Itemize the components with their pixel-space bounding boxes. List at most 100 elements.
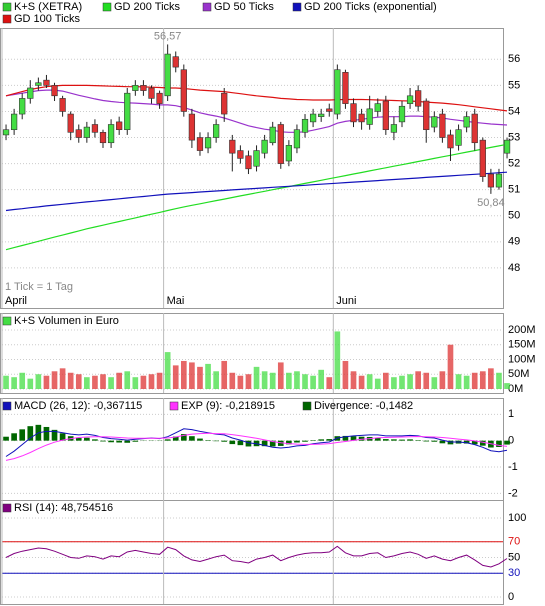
volume-bar	[342, 360, 349, 389]
y-tick-label: 51	[508, 184, 520, 196]
candle-body	[342, 72, 349, 104]
candle-body	[479, 139, 486, 177]
y-tick-label: 56	[508, 53, 520, 65]
volume-bar	[294, 371, 300, 389]
divergence-bar	[439, 440, 446, 444]
volume-bar	[100, 374, 106, 389]
candle-body	[156, 92, 163, 104]
volume-bar	[407, 374, 413, 389]
annotation: 50,84	[477, 197, 505, 209]
legend-swatch	[2, 401, 12, 411]
divergence-bar	[383, 439, 389, 441]
volume-bar	[366, 374, 373, 389]
divergence-bar	[471, 440, 478, 445]
volume-bar	[302, 374, 308, 389]
divergence-bar	[423, 440, 430, 442]
legend-label: GD 200 Ticks (exponential)	[304, 1, 437, 13]
y-tick-label: 50	[508, 210, 520, 222]
volume-bar	[423, 372, 430, 389]
volume-bar	[27, 378, 34, 389]
legend-swatch	[2, 14, 12, 24]
legend-label: EXP (9): -0,218915	[181, 400, 275, 412]
volume-bar	[431, 377, 438, 389]
candle-body	[503, 139, 511, 154]
panel-frame	[0, 500, 504, 605]
volume-bar	[245, 374, 252, 389]
volume-bar	[132, 377, 139, 389]
y-tick-label: 54	[508, 105, 520, 117]
volume-bar	[108, 377, 114, 389]
candle-body	[463, 116, 470, 128]
volume-bar	[92, 375, 98, 389]
y-tick-label: 0	[508, 591, 514, 603]
candle-body	[447, 134, 454, 149]
divergence-bar	[11, 433, 17, 441]
divergence-bar	[189, 436, 195, 441]
divergence-bar	[43, 426, 50, 441]
y-tick-label: 100M	[508, 353, 536, 365]
divergence-bar	[19, 429, 26, 441]
candle-body	[455, 129, 462, 146]
divergence-bar	[504, 440, 510, 445]
panel-frame	[0, 28, 504, 309]
volume-bar	[504, 383, 510, 389]
candle-body	[423, 100, 430, 131]
line	[5, 143, 508, 251]
candle-body	[91, 124, 99, 133]
annotation: 56,57	[154, 30, 182, 42]
y-tick-label: 50M	[508, 368, 529, 380]
volume-bar	[43, 375, 50, 389]
candle-body	[237, 150, 244, 159]
divergence-bar	[374, 437, 381, 441]
divergence-bar	[415, 440, 421, 441]
candle-body	[471, 113, 478, 144]
y-tick-label: 150M	[508, 339, 536, 351]
note: 1 Tick = 1 Tag	[5, 281, 73, 293]
volume-bar	[286, 372, 292, 389]
divergence-bar	[92, 439, 98, 441]
candle-body	[213, 124, 220, 138]
x-tick-label: Mai	[167, 295, 185, 307]
volume-bar	[463, 375, 470, 389]
volume-bar	[237, 375, 244, 389]
legend-label: GD 200 Ticks	[114, 1, 181, 13]
divergence-bar	[245, 440, 252, 447]
candle-body	[326, 108, 333, 112]
candle-body	[188, 113, 196, 141]
y-tick-label: 200M	[508, 324, 536, 336]
y-tick-label: 30	[508, 567, 520, 579]
legend-swatch	[2, 2, 12, 12]
y-tick-label: -2	[508, 487, 518, 499]
volume-bar	[439, 371, 446, 389]
divergence-bar	[496, 440, 502, 447]
candle-body	[35, 82, 42, 86]
volume-bar	[479, 371, 486, 389]
line	[5, 171, 508, 212]
volume-bar	[310, 375, 316, 389]
volume-bar	[180, 360, 187, 389]
divergence-bar	[286, 440, 292, 445]
divergence-bar	[213, 440, 219, 442]
volume-bar	[415, 371, 421, 389]
candle-body	[140, 85, 147, 91]
divergence-bar	[164, 439, 171, 441]
volume-bar	[3, 375, 9, 389]
y-tick-label: 48	[508, 262, 520, 274]
volume-bar	[350, 371, 357, 389]
volume-bar	[488, 368, 494, 389]
volume-bar	[197, 366, 203, 389]
volume-bar	[189, 362, 195, 389]
line	[5, 432, 508, 461]
candle-body	[390, 124, 398, 133]
divergence-bar	[75, 438, 82, 441]
divergence-bar	[180, 434, 187, 441]
divergence-bar	[350, 436, 357, 441]
volume-bar	[84, 377, 90, 389]
candle-body	[43, 79, 50, 86]
y-tick-label: 55	[508, 79, 520, 91]
candle-body	[358, 113, 365, 123]
candle-body	[406, 95, 414, 104]
volume-bar	[229, 372, 236, 389]
candle-body	[99, 132, 107, 144]
candle-body	[309, 113, 317, 123]
